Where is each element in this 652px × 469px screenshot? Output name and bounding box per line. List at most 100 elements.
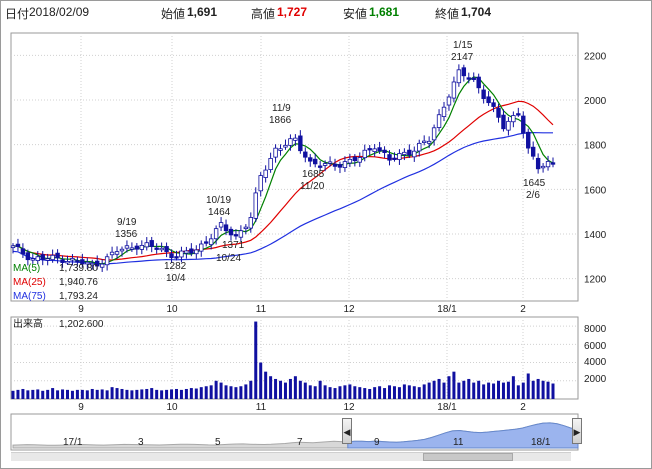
volume-bar bbox=[402, 384, 406, 399]
ma-legend: MA(5) 1,739.80 MA(25) 1,940.76 MA(75) 1,… bbox=[13, 263, 98, 302]
candle-body bbox=[114, 251, 120, 255]
volume-bar bbox=[184, 388, 188, 399]
volume-bar bbox=[85, 390, 89, 399]
volume-bar bbox=[442, 382, 446, 399]
volume-bar bbox=[358, 387, 362, 399]
candle-body bbox=[530, 146, 536, 157]
candle-body bbox=[20, 248, 26, 255]
navigator-label: 9 bbox=[374, 437, 380, 448]
price-panel bbox=[10, 32, 579, 302]
candle-body bbox=[179, 250, 184, 258]
volume-bar bbox=[288, 378, 292, 399]
volume-bar bbox=[368, 388, 372, 399]
candle-body bbox=[332, 163, 338, 167]
candle-body bbox=[303, 151, 308, 158]
volume-bar bbox=[328, 387, 332, 399]
candle-body bbox=[30, 258, 36, 261]
close-value: 1,704 bbox=[461, 5, 492, 19]
candle-body bbox=[535, 157, 541, 170]
candle-body bbox=[45, 258, 50, 261]
candle-body bbox=[139, 244, 145, 250]
candle-body bbox=[104, 256, 110, 266]
candle-body bbox=[397, 153, 402, 160]
volume-bar bbox=[269, 376, 273, 399]
high-value: 1,727 bbox=[277, 5, 308, 19]
navigator-label: 11 bbox=[453, 437, 464, 448]
candle-body bbox=[392, 157, 397, 160]
volume-bar bbox=[506, 381, 510, 399]
candle-body bbox=[85, 261, 90, 265]
volume-bar bbox=[298, 380, 302, 399]
candle-body bbox=[550, 162, 556, 165]
ma25-legend-value: 1,940.76 bbox=[59, 277, 98, 288]
ma75-legend-value: 1,793.24 bbox=[59, 291, 98, 302]
annotation-date: 10/4 bbox=[166, 273, 186, 284]
candle-body bbox=[65, 261, 70, 264]
candle-body bbox=[327, 161, 333, 164]
annotation-date: 2/6 bbox=[526, 190, 540, 201]
volume-bar bbox=[388, 385, 392, 399]
volume-bar bbox=[447, 376, 451, 399]
annotation-date: 10/24 bbox=[216, 253, 241, 264]
volume-bar bbox=[140, 389, 144, 399]
candle-body bbox=[248, 217, 253, 229]
volume-bar bbox=[259, 362, 263, 399]
high-label: 高値 bbox=[251, 7, 276, 21]
price-tick: 1600 bbox=[584, 185, 607, 196]
candle-body bbox=[273, 147, 278, 158]
x-tick: 11 bbox=[256, 304, 267, 315]
candle-body bbox=[233, 234, 239, 237]
candle-body bbox=[377, 147, 382, 152]
candle-body bbox=[387, 154, 392, 161]
ma25-line bbox=[12, 100, 554, 261]
volume-bar bbox=[492, 383, 496, 399]
x-tick: 9 bbox=[78, 304, 84, 315]
volume-tick: 2000 bbox=[584, 374, 607, 385]
volume-bar bbox=[189, 388, 193, 399]
volume-bar bbox=[90, 388, 94, 399]
navigator-left-handle[interactable]: ◀ bbox=[342, 418, 352, 444]
navigator-right-handle[interactable]: ▶ bbox=[572, 418, 582, 444]
annotation-date: 9/19 bbox=[117, 217, 137, 228]
candle-body bbox=[154, 247, 159, 250]
price-tick: 2000 bbox=[584, 96, 607, 107]
volume-bar bbox=[293, 376, 297, 399]
candle-body bbox=[352, 156, 358, 162]
volume-title: 出来高 bbox=[13, 317, 43, 330]
candle-body bbox=[70, 258, 75, 261]
volume-bar bbox=[551, 383, 555, 399]
x-tick: 2 bbox=[520, 304, 526, 315]
x-tick: 10 bbox=[166, 402, 178, 413]
candle-body bbox=[263, 169, 268, 178]
volume-bar bbox=[199, 387, 203, 399]
volume-bar bbox=[160, 390, 164, 399]
candle-body bbox=[417, 142, 422, 152]
volume-bar bbox=[204, 386, 208, 399]
candle-body bbox=[412, 150, 417, 158]
volume-bar bbox=[179, 389, 183, 399]
navigator-axis: 17/1 3 5 7 9 11 18/1 bbox=[63, 437, 551, 448]
navigator-label: 18/1 bbox=[531, 437, 551, 448]
scrollbar-thumb[interactable] bbox=[423, 453, 513, 461]
volume-bar bbox=[353, 386, 357, 399]
volume-bar bbox=[219, 382, 223, 399]
candle-body bbox=[521, 115, 526, 134]
volume-bar bbox=[274, 378, 278, 399]
candle-body bbox=[308, 157, 313, 162]
volume-bar bbox=[120, 388, 124, 399]
candle-body bbox=[342, 161, 348, 169]
candle-body bbox=[218, 222, 224, 228]
price-tick: 1200 bbox=[584, 275, 607, 286]
price-x-axis: 9 10 11 12 18/1 2 bbox=[78, 304, 526, 315]
low-value: 1,681 bbox=[369, 5, 400, 19]
navigator-selected-area[interactable] bbox=[347, 422, 579, 449]
price-tick: 2200 bbox=[584, 51, 607, 62]
volume-x-axis: 9 10 11 12 18/1 2 bbox=[78, 402, 526, 413]
candle-body bbox=[496, 107, 501, 118]
candle-body bbox=[109, 251, 115, 256]
navigator-scrollbar[interactable] bbox=[11, 452, 571, 461]
volume-bar bbox=[511, 376, 515, 399]
volume-bar bbox=[348, 384, 352, 399]
